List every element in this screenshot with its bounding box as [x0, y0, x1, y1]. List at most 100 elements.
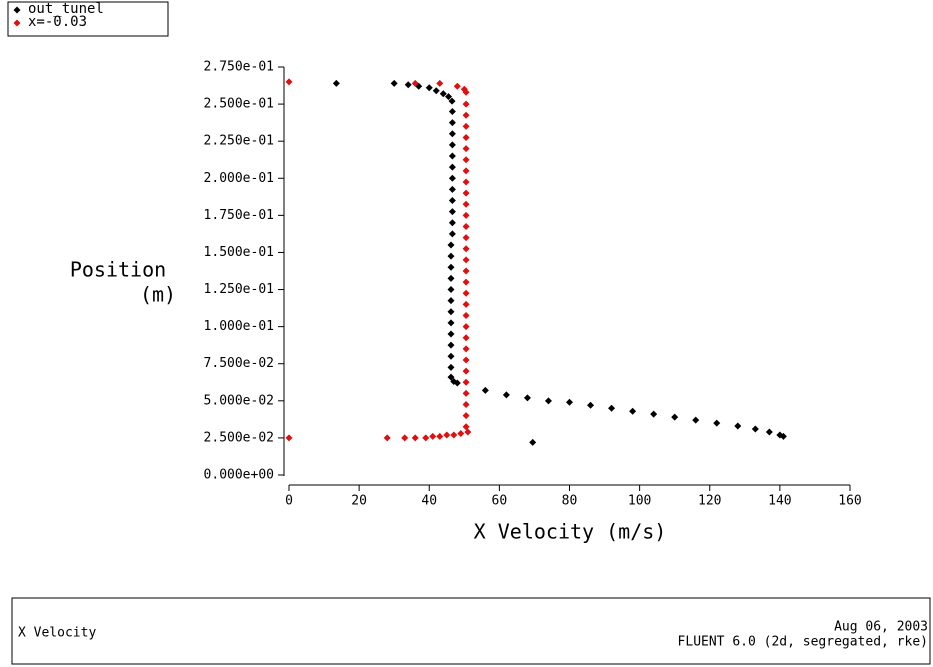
point — [629, 407, 637, 415]
y-tick-label: 2.250e-01 — [204, 134, 274, 149]
point — [453, 379, 461, 387]
point — [462, 133, 470, 141]
footer-solver: FLUENT 6.0 (2d, segregated, rke) — [678, 635, 928, 650]
point — [285, 78, 293, 86]
y-axis-unit: (m) — [140, 283, 176, 307]
point — [448, 230, 456, 238]
point — [447, 252, 455, 260]
point — [462, 178, 470, 186]
point — [502, 391, 510, 399]
point — [464, 428, 472, 436]
point — [447, 330, 455, 338]
point — [447, 263, 455, 271]
point — [429, 432, 437, 440]
point — [462, 378, 470, 386]
point — [462, 100, 470, 108]
point — [462, 156, 470, 164]
y-axis-title: Position — [70, 258, 166, 282]
point — [447, 363, 455, 371]
point — [448, 108, 456, 116]
point — [462, 111, 470, 119]
x-tick-label: 160 — [838, 494, 861, 509]
point — [462, 88, 470, 96]
footer-date: Aug 06, 2003 — [834, 620, 928, 635]
point — [462, 412, 470, 420]
point — [448, 185, 456, 193]
y-tick-label: 1.750e-01 — [204, 208, 274, 223]
x-tick-label: 40 — [421, 494, 437, 509]
point — [448, 130, 456, 138]
y-tick-label: 7.500e-02 — [204, 356, 274, 371]
point — [447, 274, 455, 282]
point — [765, 428, 773, 436]
x-tick-label: 60 — [492, 494, 508, 509]
point — [608, 404, 616, 412]
point — [448, 174, 456, 182]
point — [285, 434, 293, 442]
point — [462, 122, 470, 130]
point — [447, 352, 455, 360]
point — [462, 200, 470, 208]
point — [462, 145, 470, 153]
point — [422, 434, 430, 442]
point — [448, 197, 456, 205]
y-tick-label: 2.000e-01 — [204, 171, 274, 186]
point — [544, 397, 552, 405]
point — [443, 431, 451, 439]
x-tick-label: 140 — [768, 494, 791, 509]
point — [411, 79, 419, 87]
x-tick-label: 0 — [285, 494, 293, 509]
point — [587, 401, 595, 409]
point — [425, 84, 433, 92]
point — [448, 163, 456, 171]
point — [447, 308, 455, 316]
x-tick-label: 120 — [698, 494, 721, 509]
point — [448, 119, 456, 127]
point — [462, 300, 470, 308]
point — [462, 367, 470, 375]
point — [462, 211, 470, 219]
point — [481, 386, 489, 394]
y-tick-label: 2.750e-01 — [204, 60, 274, 75]
point — [462, 401, 470, 409]
point — [448, 97, 456, 105]
point — [779, 432, 787, 440]
point — [383, 434, 391, 442]
point — [390, 79, 398, 87]
point — [566, 398, 573, 406]
point — [447, 341, 455, 349]
point — [462, 267, 470, 275]
point — [447, 297, 455, 305]
x-tick-label: 100 — [628, 494, 651, 509]
point — [462, 167, 470, 175]
point — [650, 410, 658, 418]
point — [447, 373, 455, 381]
point — [462, 334, 470, 342]
point — [448, 219, 456, 227]
point — [411, 434, 419, 442]
point — [462, 356, 470, 364]
legend-box — [7, 1, 169, 37]
point — [523, 394, 531, 402]
point — [432, 87, 440, 95]
point — [462, 323, 470, 331]
point — [462, 278, 470, 286]
legend-label: out_tunel — [28, 1, 104, 17]
point — [462, 189, 470, 197]
point — [439, 90, 447, 98]
point — [713, 419, 721, 427]
point — [447, 286, 455, 294]
y-tick-label: 1.500e-01 — [204, 245, 274, 260]
point — [462, 389, 470, 397]
point — [462, 312, 470, 320]
point — [462, 289, 470, 297]
point — [448, 152, 456, 160]
point — [436, 432, 444, 440]
y-tick-label: 2.500e-01 — [204, 97, 274, 112]
point — [448, 208, 456, 216]
point — [734, 422, 742, 430]
y-tick-label: 0.000e+00 — [204, 468, 274, 483]
x-axis-title: X Velocity (m/s) — [474, 520, 667, 544]
point — [447, 319, 455, 327]
